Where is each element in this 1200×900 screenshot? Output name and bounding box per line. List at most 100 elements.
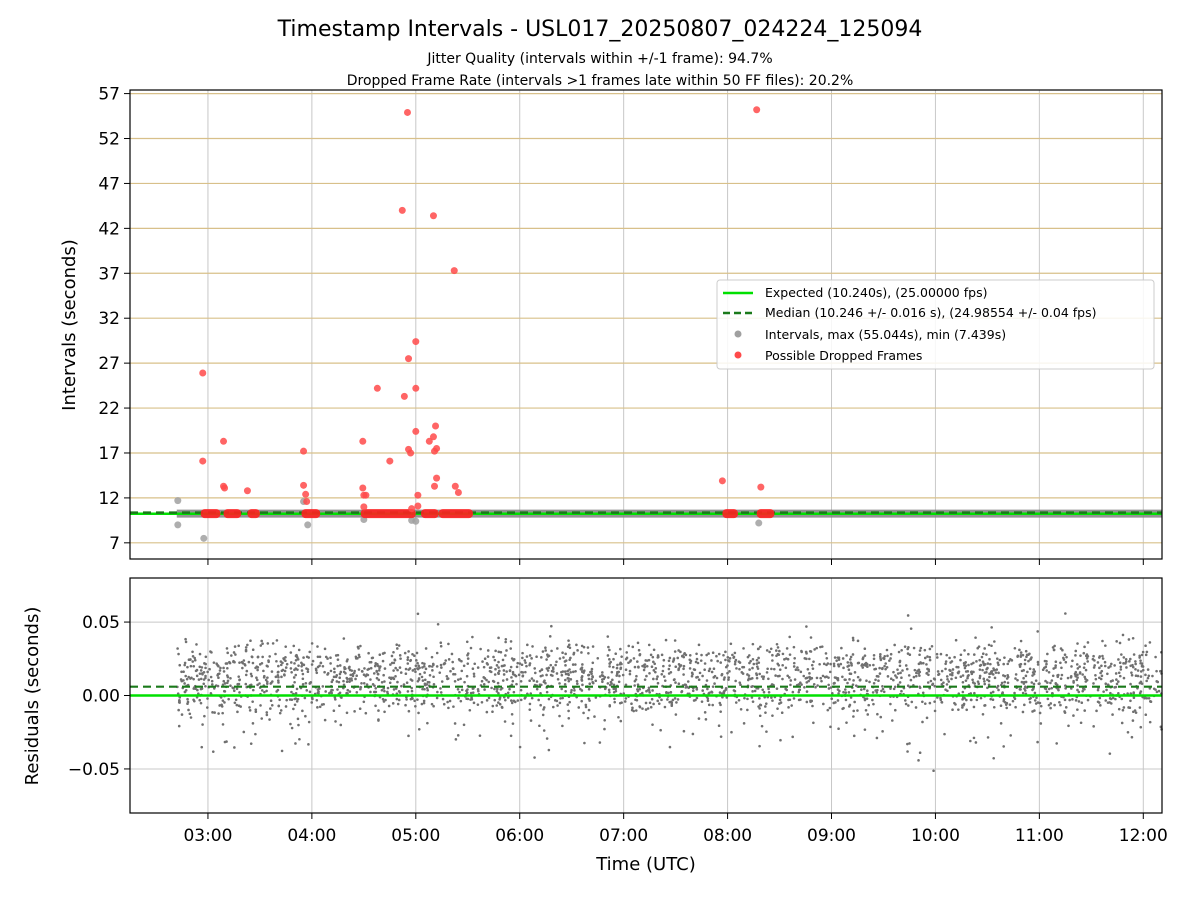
residual-point <box>641 664 644 668</box>
residual-point <box>797 690 801 694</box>
residual-point <box>259 704 262 707</box>
residual-point <box>1050 692 1054 695</box>
dropped-frame-cluster <box>360 509 416 519</box>
residual-point <box>1117 691 1120 695</box>
residual-point <box>860 664 863 667</box>
residual-point <box>1085 678 1089 682</box>
residual-point <box>614 687 618 691</box>
residual-point <box>496 687 499 691</box>
residual-point <box>229 684 232 688</box>
residual-point <box>278 698 281 702</box>
residual-point <box>863 647 867 650</box>
residual-point <box>656 654 660 657</box>
residual-point <box>842 666 845 670</box>
residual-point <box>793 656 796 660</box>
residual-point <box>501 679 505 682</box>
residual-point <box>586 646 590 649</box>
residual-point <box>1054 664 1057 667</box>
residual-point <box>334 675 338 679</box>
residual-point <box>656 675 659 678</box>
residual-point <box>837 692 840 695</box>
residual-point <box>236 710 239 714</box>
residual-point <box>734 701 738 704</box>
residual-point <box>551 674 554 677</box>
residual-point <box>1045 669 1049 672</box>
residual-point <box>276 679 280 682</box>
residual-point <box>348 690 352 693</box>
residual-point <box>415 659 418 662</box>
residual-point <box>404 667 408 671</box>
residual-point <box>482 665 486 669</box>
residual-point <box>1132 696 1136 699</box>
residual-point <box>705 679 709 682</box>
residual-point <box>420 702 424 706</box>
residual-point <box>369 660 373 664</box>
expected-line-group <box>130 511 1162 515</box>
residual-point <box>439 691 443 694</box>
residual-point <box>223 701 226 704</box>
dropped-frame-point <box>429 433 437 441</box>
residual-point <box>865 662 869 666</box>
residual-point <box>418 672 422 676</box>
residual-point <box>187 708 190 712</box>
residual-point <box>266 642 270 645</box>
residual-point <box>294 673 298 677</box>
residual-point <box>542 706 546 709</box>
residual-point <box>961 706 964 709</box>
residual-point <box>937 672 941 676</box>
residual-point <box>512 699 516 703</box>
residual-point <box>957 708 960 711</box>
residual-point <box>508 669 512 672</box>
residual-reference-lines <box>130 685 1162 697</box>
residual-point <box>707 652 710 655</box>
residual-point <box>1036 740 1039 744</box>
residual-point <box>663 679 667 682</box>
residual-point <box>652 677 655 681</box>
residual-point <box>1107 666 1110 669</box>
residual-point <box>550 649 553 653</box>
residual-point <box>863 654 867 657</box>
residual-point <box>945 653 949 657</box>
residual-point <box>261 655 264 659</box>
residual-point <box>208 667 211 671</box>
residual-point <box>1024 649 1028 653</box>
residual-point <box>918 686 922 690</box>
residual-point <box>822 662 826 666</box>
residual-point <box>1076 676 1079 679</box>
residual-point <box>906 684 910 688</box>
residual-point <box>742 722 746 725</box>
residual-point <box>906 614 910 617</box>
residual-point <box>421 687 424 691</box>
residual-point <box>811 704 814 708</box>
residual-point <box>918 653 921 657</box>
x-axis-label: Time (UTC) <box>595 854 696 875</box>
residual-point <box>919 646 923 650</box>
residual-point <box>961 690 965 694</box>
residual-point <box>1101 639 1104 643</box>
residual-point <box>808 672 811 675</box>
residual-point <box>728 660 731 663</box>
residual-point <box>875 691 879 694</box>
legend-dropped-swatch <box>734 351 742 359</box>
residual-point <box>485 678 488 682</box>
residual-point <box>218 669 222 672</box>
residual-point <box>1084 668 1088 672</box>
dropped-frame-points <box>199 106 775 519</box>
residual-point <box>246 643 249 647</box>
residual-point <box>1139 680 1143 684</box>
residual-point <box>696 661 700 665</box>
residual-point <box>793 678 797 681</box>
residual-point <box>962 703 965 707</box>
residual-point <box>903 645 907 648</box>
residual-point <box>284 666 288 669</box>
residual-point <box>254 708 258 711</box>
residual-point <box>863 728 867 731</box>
residual-point <box>1046 681 1049 684</box>
residual-point <box>1049 706 1052 710</box>
residual-point <box>1082 666 1086 669</box>
residual-point <box>648 691 651 694</box>
residual-point <box>1141 650 1145 654</box>
residual-point <box>509 647 513 650</box>
residual-point <box>1132 710 1135 714</box>
residual-point <box>832 701 836 705</box>
